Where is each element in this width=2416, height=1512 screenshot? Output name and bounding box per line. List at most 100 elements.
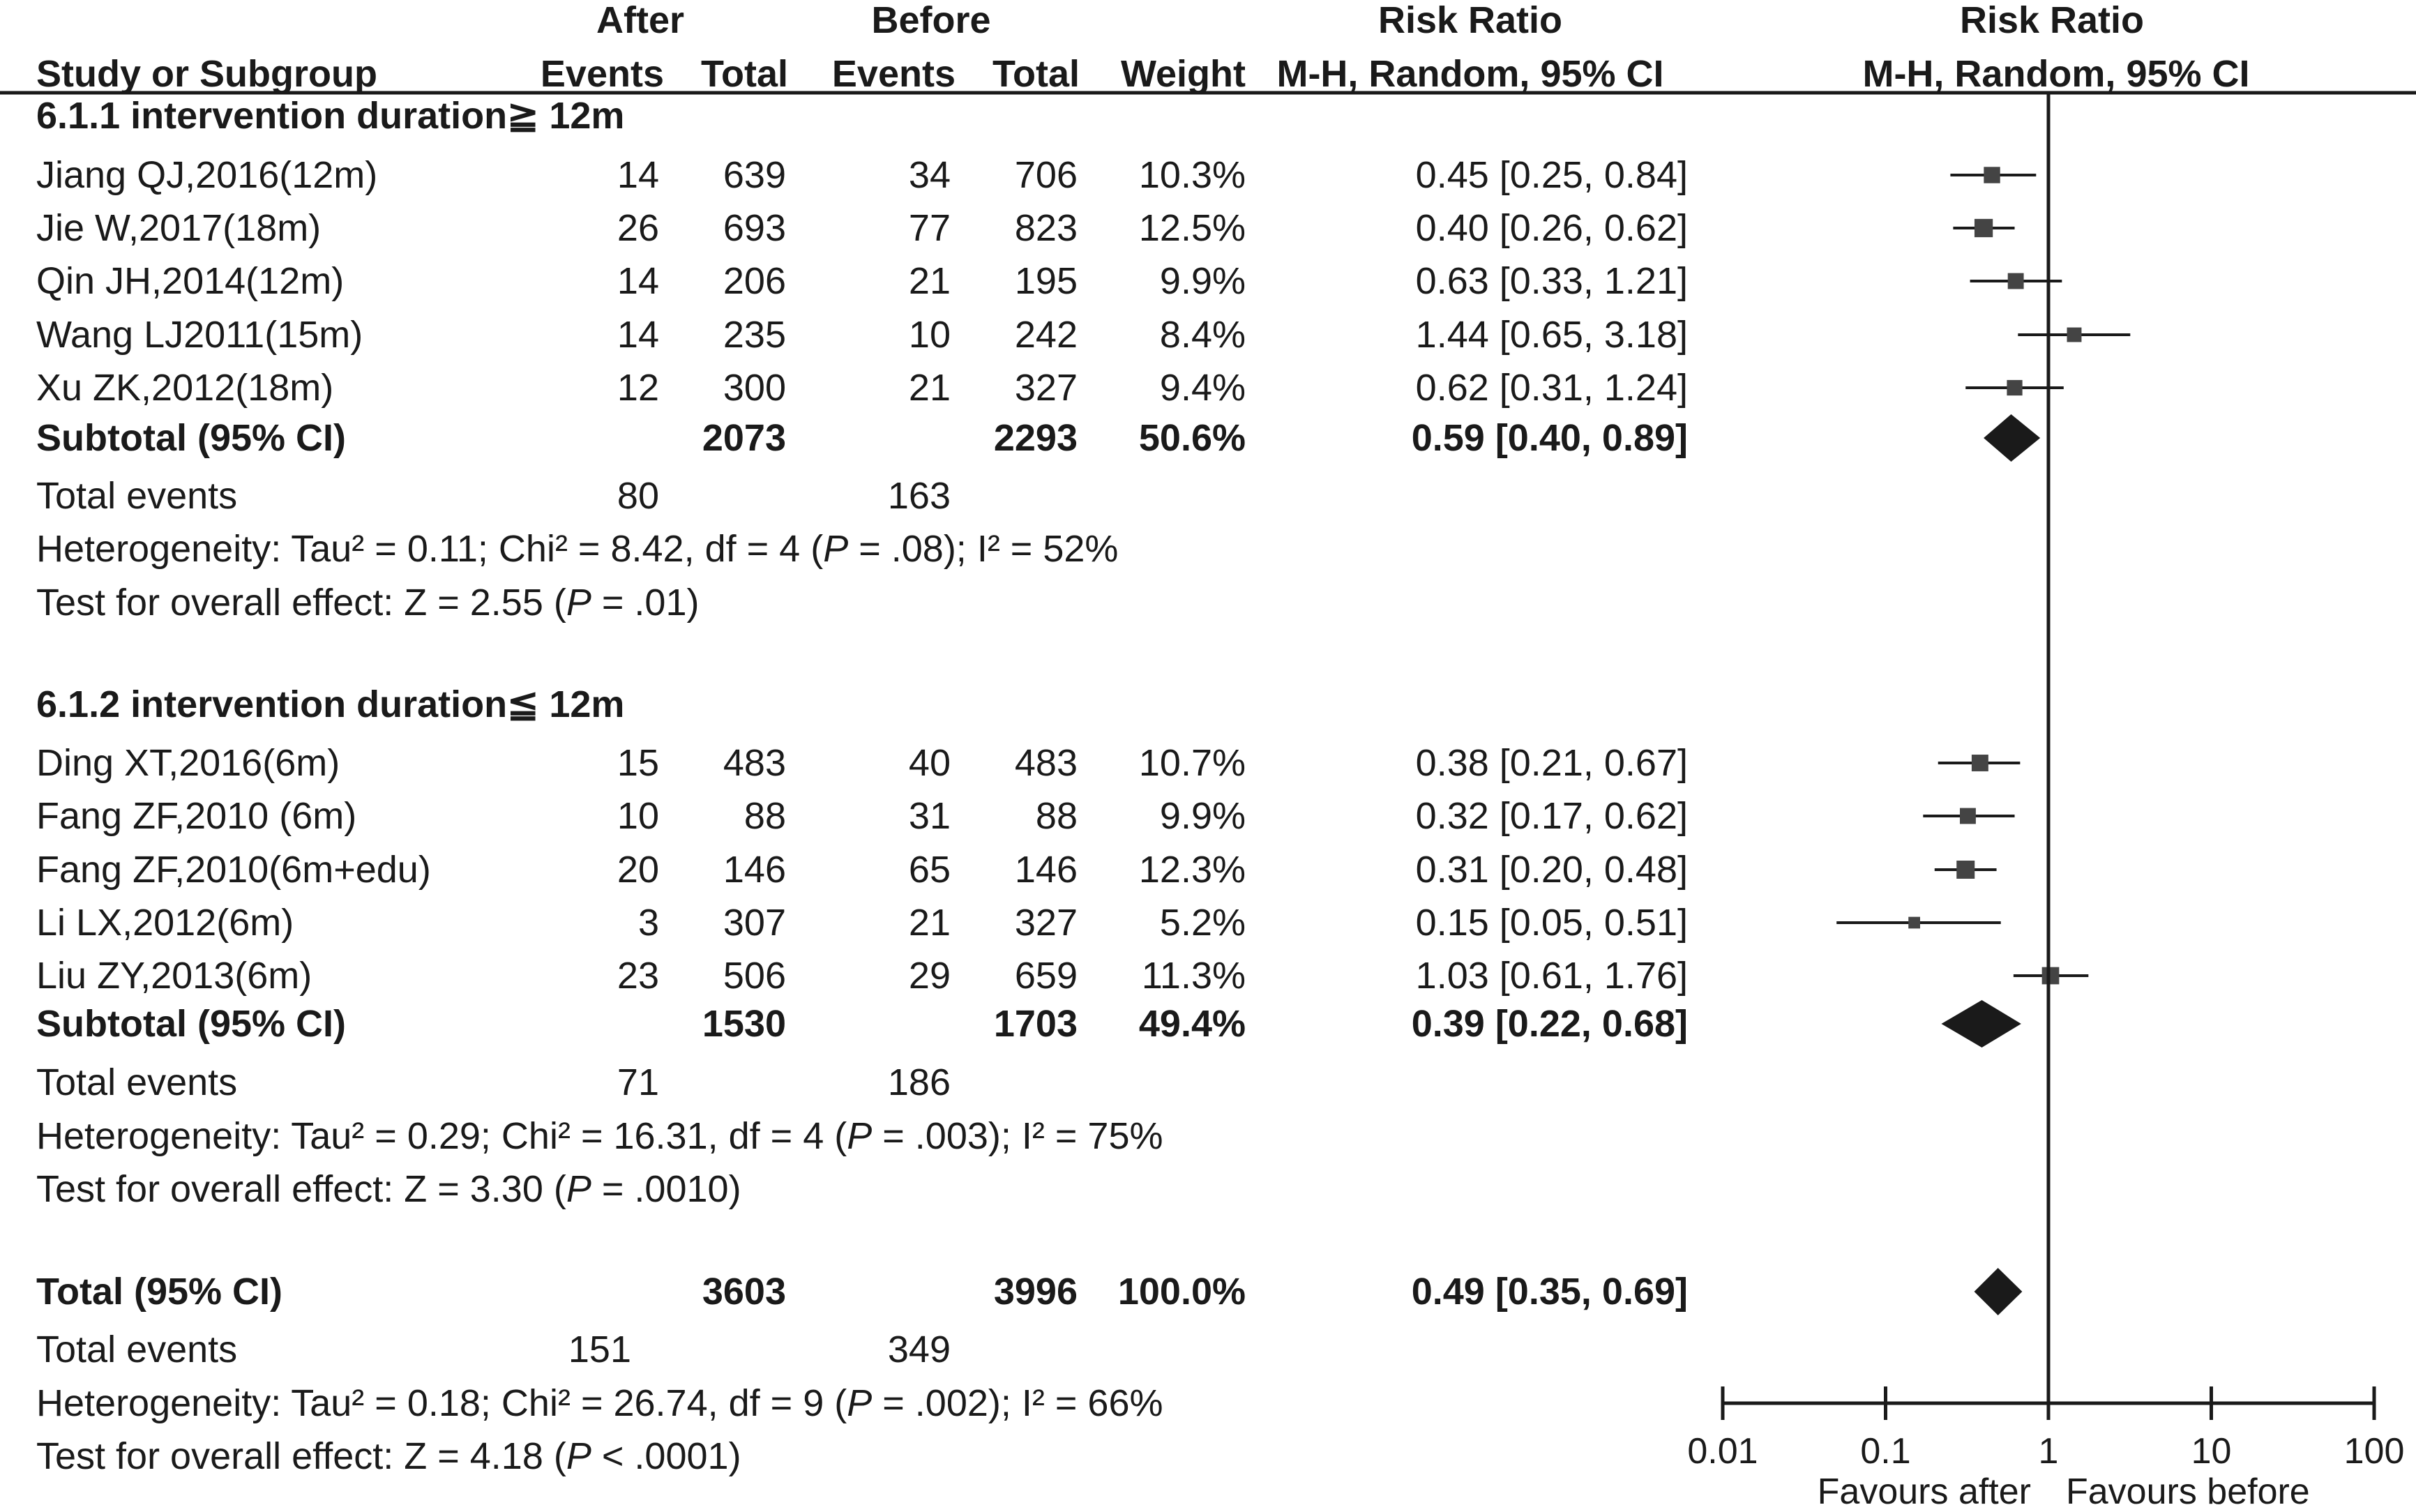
x-tick-label: 10 [2191,1431,2232,1472]
subtotal-total-after: 1530 [702,1003,786,1045]
subtotal-total-after: 2073 [702,417,786,459]
subtotal-label: Subtotal (95% CI) [36,417,346,459]
total-after: 483 [723,742,786,784]
study-ci: 0.40 [0.26, 0.62] [1416,207,1688,249]
heterogeneity-text: Heterogeneity: Tau² = 0.29; Chi² = 16.31… [36,1115,1163,1157]
total-after: 206 [723,260,786,302]
study-name: Fang ZF,2010(6m+edu) [36,849,431,891]
heterogeneity-text: Heterogeneity: Tau² = 0.18; Chi² = 26.74… [36,1382,1163,1424]
study-point [2067,327,2082,342]
total-before: 327 [1015,902,1078,944]
subtotal-diamond [1941,1000,2021,1048]
table-header: After Before Risk Ratio Risk Ratio Study… [0,0,2416,95]
events-after: 12 [617,367,659,409]
events-before: 31 [909,795,951,837]
study-weight: 10.3% [1139,154,1246,196]
total-after: 307 [723,902,786,944]
study-name: Jie W,2017(18m) [36,207,321,249]
subtotal-weight: 49.4% [1139,1003,1246,1045]
events-before: 29 [909,955,951,997]
study-weight: 12.5% [1139,207,1246,249]
x-tick-label: 0.01 [1687,1431,1758,1472]
study-ci: 0.38 [0.21, 0.67] [1416,742,1688,784]
total-after: 146 [723,849,786,891]
study-name: Qin JH,2014(12m) [36,260,344,302]
header-total-after: Total [701,53,788,95]
study-ci: 0.62 [0.31, 1.24] [1416,367,1688,409]
total-after: 639 [723,154,786,196]
total-after: 235 [723,314,786,356]
total-before: 706 [1015,154,1078,196]
events-after: 14 [617,260,659,302]
total-before: 823 [1015,207,1078,249]
header-events-before: Events [832,53,956,95]
study-weight: 10.7% [1139,742,1246,784]
header-events-after: Events [541,53,664,95]
study-point [2041,967,2060,985]
x-tick-label: 1 [2039,1431,2059,1472]
total-ci: 0.49 [0.35, 0.69] [1412,1271,1688,1313]
study-ci: 1.03 [0.61, 1.76] [1416,955,1688,997]
subtotal-ci: 0.39 [0.22, 0.68] [1412,1003,1688,1045]
total-after: 300 [723,367,786,409]
study-ci: 0.31 [0.20, 0.48] [1416,849,1688,891]
total-before: 146 [1015,849,1078,891]
study-weight: 9.9% [1160,260,1246,302]
x-tick-label: 100 [2344,1431,2405,1472]
events-before: 21 [909,902,951,944]
study-ci: 0.63 [0.33, 1.21] [1416,260,1688,302]
study-point [1956,861,1975,879]
total-diamond [1974,1268,2023,1315]
header-risk-ratio-table: Risk Ratio [1378,0,1562,41]
study-weight: 5.2% [1160,902,1246,944]
heterogeneity-text: Heterogeneity: Tau² = 0.11; Chi² = 8.42,… [36,528,1118,570]
study-weight: 12.3% [1139,849,1246,891]
table-body: 6.1.1 intervention duration≧ 12m Jiang QJ… [36,95,1688,1477]
total-after: 506 [723,955,786,997]
study-name: Ding XT,2016(6m) [36,742,340,784]
subtotal-weight: 50.6% [1139,417,1246,459]
total-before: 327 [1015,367,1078,409]
subgroup-title: 6.1.1 intervention duration≧ 12m [36,95,624,137]
header-method-table: M-H, Random, 95% CI [1276,53,1663,95]
events-after: 14 [617,154,659,196]
study-weight: 8.4% [1160,314,1246,356]
study-ci: 1.44 [0.65, 3.18] [1416,314,1688,356]
total-events-after: 151 [568,1329,631,1370]
events-before: 34 [909,154,951,196]
events-before: 40 [909,742,951,784]
study-point [1984,167,2000,183]
total-before: 242 [1015,314,1078,356]
header-study: Study or Subgroup [36,53,377,95]
events-after: 23 [617,955,659,997]
favours-after-label: Favours after [1818,1472,2031,1512]
study-ci: 0.32 [0.17, 0.62] [1416,795,1688,837]
study-name: Wang LJ2011(15m) [36,314,363,356]
overall-effect-text: Test for overall effect: Z = 4.18 (P < .… [36,1435,741,1477]
header-risk-ratio-plot: Risk Ratio [1960,0,2144,41]
header-weight: Weight [1121,53,1246,95]
events-before: 65 [909,849,951,891]
plot-area: 0.01 0.1 1 10 100 Favours after Favours before [1687,93,2404,1512]
total-weight: 100.0% [1118,1271,1246,1313]
total-total-after: 3603 [702,1271,786,1313]
total-after: 88 [744,795,786,837]
events-after: 3 [638,902,659,944]
total-before: 88 [1036,795,1078,837]
study-weight: 11.3% [1142,955,1246,997]
events-after: 20 [617,849,659,891]
study-point [2007,379,2023,396]
overall-effect-text: Test for overall effect: Z = 3.30 (P = .… [36,1168,741,1210]
study-name: Liu ZY,2013(6m) [36,955,312,997]
events-after: 15 [617,742,659,784]
events-before: 10 [909,314,951,356]
study-point [1960,808,1976,824]
x-tick-label: 0.1 [1860,1431,1910,1472]
study-name: Jiang QJ,2016(12m) [36,154,377,196]
study-name: Xu ZK,2012(18m) [36,367,333,409]
study-point [1971,755,1988,771]
events-before: 77 [909,207,951,249]
subtotal-total-before: 2293 [994,417,1078,459]
total-events-after: 71 [617,1061,659,1103]
total-events-before: 186 [888,1061,951,1103]
